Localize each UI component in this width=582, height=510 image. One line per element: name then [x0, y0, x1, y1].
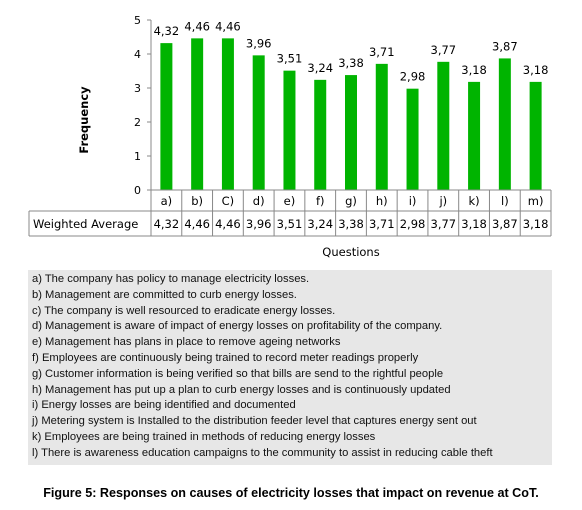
bar [468, 81, 481, 190]
table-value: 2,98 [400, 217, 426, 231]
bar [283, 70, 296, 190]
data-label: 3,96 [246, 36, 272, 50]
y-tick-label: 0 [134, 184, 141, 197]
x-tick-label: f) [316, 194, 325, 208]
data-label: 3,51 [277, 52, 303, 66]
table-value: 4,46 [215, 217, 241, 231]
y-axis-title: Frequency [77, 86, 91, 154]
bar [375, 63, 388, 190]
x-tick-label: m) [528, 194, 544, 208]
table-value: 3,77 [431, 217, 457, 231]
bar [221, 38, 234, 190]
data-label: 3,18 [523, 63, 549, 77]
x-tick-label: j) [438, 194, 447, 208]
legend-item-l: l) There is awareness education campaign… [32, 446, 493, 459]
x-tick-label: g) [345, 194, 357, 208]
data-label: 3,77 [431, 43, 457, 57]
legend-item-b: b) Management are committed to curb ener… [32, 288, 297, 301]
bar [191, 38, 204, 190]
legend-item-j: j) Metering system is Installed to the d… [32, 415, 477, 428]
data-label: 4,46 [184, 19, 210, 33]
y-tick-label: 4 [134, 48, 141, 61]
x-tick-label: C) [222, 194, 235, 208]
x-tick-label: a) [161, 194, 173, 208]
data-label: 2,98 [400, 70, 426, 84]
legend-item-a: a) The company has policy to manage elec… [32, 273, 310, 285]
y-tick-label: 5 [134, 14, 141, 27]
table-value: 3,71 [369, 217, 395, 231]
bar [345, 75, 357, 190]
table-value: 3,87 [492, 217, 518, 231]
data-label: 3,71 [369, 45, 395, 59]
table-value: 3,51 [277, 217, 303, 231]
x-tick-label: i) [409, 194, 417, 208]
legend-item-g: g) Customer information is being verifie… [32, 367, 444, 380]
table-value: 3,96 [246, 217, 272, 231]
x-axis-title: Questions [322, 245, 379, 259]
bar [160, 43, 173, 191]
bar [437, 61, 450, 190]
y-tick-label: 1 [134, 150, 141, 163]
data-label: 3,18 [461, 63, 487, 77]
x-tick-label: d) [253, 194, 265, 208]
data-label: 3,38 [338, 56, 364, 70]
x-tick-label: k) [468, 194, 479, 208]
y-tick-label: 3 [134, 82, 141, 95]
legend-item-i: i) Energy losses are being identified an… [32, 399, 296, 412]
legend-item-d: d) Management is aware of impact of ener… [32, 320, 443, 333]
x-tick-label: l) [501, 194, 509, 208]
x-tick-label: h) [376, 194, 388, 208]
table-value: 3,38 [338, 217, 364, 231]
table-row-label: Weighted Average [33, 217, 138, 231]
table-value: 3,18 [523, 217, 549, 231]
table-value: 4,32 [154, 217, 180, 231]
bar [406, 88, 419, 190]
data-label: 4,46 [215, 19, 241, 33]
x-tick-label: b) [191, 194, 203, 208]
legend-item-c: c) The company is well resourced to erad… [32, 304, 336, 317]
x-tick-label: e) [284, 194, 296, 208]
question-legend: a) The company has policy to manage elec… [28, 270, 552, 465]
legend-item-h: h) Management has put up a plan to curb … [32, 383, 451, 396]
figure-caption: Figure 5: Responses on causes of electri… [43, 486, 539, 500]
table-value: 3,18 [461, 217, 487, 231]
legend-item-k: k) Employees are being trained in method… [32, 430, 376, 443]
table-value: 4,46 [184, 217, 210, 231]
data-label: 4,32 [154, 24, 180, 38]
data-label: 3,24 [307, 61, 333, 75]
bar [529, 81, 542, 190]
bar [314, 79, 327, 190]
bar-chart: 0 1 2 3 4 5 Frequency 4,32 4,46 4,46 3,96 3,51 3,24 3… [28, 14, 552, 259]
legend-item-f: f) Employees are continuously being trai… [32, 351, 419, 364]
y-tick-label: 2 [134, 116, 141, 129]
data-label: 3,87 [492, 39, 518, 53]
table-value: 3,24 [307, 217, 333, 231]
bar [498, 58, 511, 190]
bar [252, 55, 265, 190]
legend-item-e: e) Management has plans in place to remo… [32, 336, 341, 349]
